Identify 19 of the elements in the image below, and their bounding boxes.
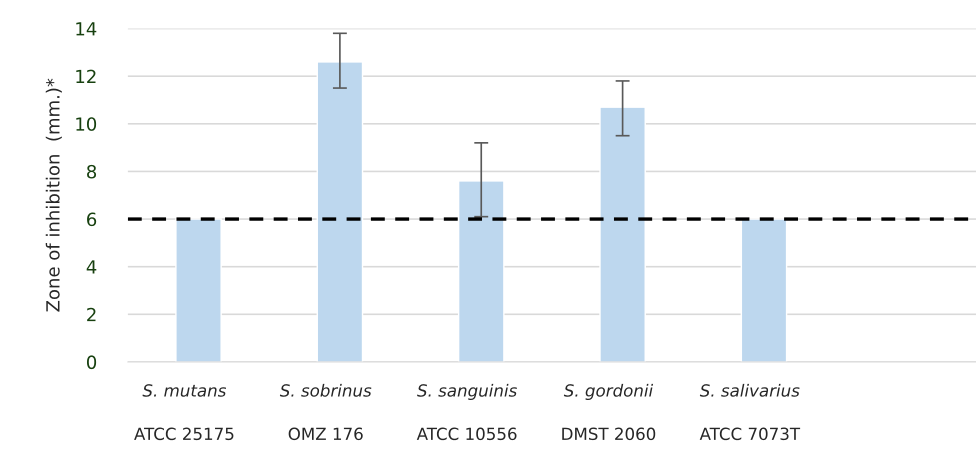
category-label: S. sanguinis ATCC 10556 — [416, 384, 517, 440]
bar — [175, 218, 222, 362]
bar — [458, 180, 505, 362]
category-label: S. sobrinus OMZ 176 — [280, 384, 372, 440]
category-label: S. salivarius ATCC 7073T — [700, 384, 800, 440]
bar — [316, 61, 364, 362]
y-tick-label: 12 — [76, 70, 96, 84]
y-tick-label: 0 — [87, 355, 96, 370]
bar — [599, 106, 646, 362]
y-tick-label: 14 — [76, 22, 96, 36]
category-label: S. gordonii DMST 2060 — [562, 384, 656, 440]
category-label: S. mutans ATCC 25175 — [134, 384, 234, 440]
bar — [740, 218, 788, 362]
y-tick-label: 6 — [87, 212, 96, 226]
y-tick-label: 4 — [86, 260, 96, 274]
y-axis-title: Zone of inhibition (mm.)* — [46, 78, 62, 312]
y-tick-label: 2 — [87, 308, 96, 322]
y-tick-label: 8 — [87, 164, 96, 179]
y-tick-label: 10 — [76, 117, 96, 131]
